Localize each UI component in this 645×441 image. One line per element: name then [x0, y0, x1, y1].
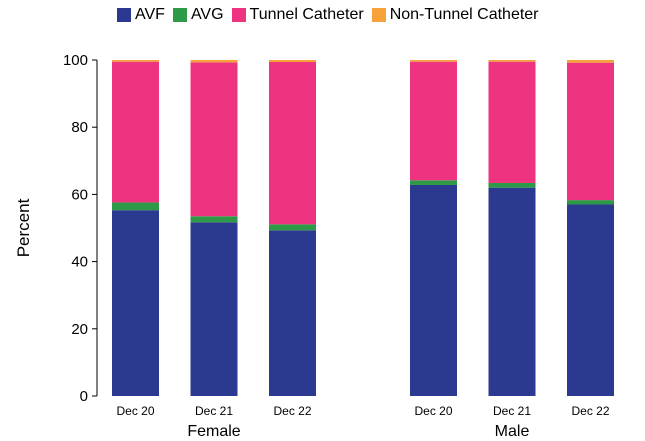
bar-segment — [567, 204, 614, 396]
group-label: Female — [187, 423, 240, 440]
legend-item: AVF — [117, 6, 165, 24]
y-tick-label: 100 — [63, 52, 88, 69]
legend-swatch — [231, 8, 246, 22]
x-tick-label: Dec 21 — [493, 404, 531, 418]
bar-segment — [269, 230, 316, 396]
group-label: Male — [495, 423, 530, 440]
bar-segment — [567, 60, 614, 63]
bar-segment — [410, 60, 457, 62]
x-tick-label: Dec 20 — [414, 404, 452, 418]
bar-segment — [190, 62, 238, 217]
legend-item: AVG — [172, 6, 224, 24]
bar-segment — [190, 216, 238, 223]
bar-segment — [488, 61, 536, 183]
bar-segment — [112, 210, 159, 396]
bar-segment — [112, 202, 159, 211]
legend-swatch — [117, 8, 131, 22]
y-tick-label: 20 — [71, 321, 88, 338]
bar-segment — [410, 184, 457, 396]
bar-segment — [488, 60, 536, 62]
bar-segment — [190, 222, 238, 396]
x-tick-label: Dec 22 — [273, 404, 311, 418]
legend-label: Non-Tunnel Catheter — [389, 6, 539, 23]
bar-segment — [269, 62, 316, 225]
legend-swatch — [172, 8, 187, 22]
x-tick-label: Dec 22 — [571, 404, 609, 418]
bar-segment — [488, 187, 536, 396]
bar-segment — [269, 60, 316, 63]
bar-segment — [112, 60, 159, 62]
bar-segment — [190, 60, 238, 63]
legend-label: AVG — [190, 6, 224, 23]
bar-segment — [269, 224, 316, 231]
legend-label: Tunnel Catheter — [249, 6, 364, 23]
x-tick-label: Dec 21 — [195, 404, 233, 418]
y-tick-label: 40 — [71, 254, 88, 271]
legend-item: Non-Tunnel Catheter — [371, 6, 539, 24]
legend-label: AVF — [135, 6, 165, 23]
y-axis-label: Percent — [14, 198, 33, 257]
legend-item: Tunnel Catheter — [231, 6, 364, 24]
y-tick-label: 80 — [71, 119, 88, 136]
bar-segment — [567, 62, 614, 201]
x-tick-label: Dec 20 — [116, 404, 154, 418]
bar-segment — [410, 180, 457, 185]
bar-segment — [567, 200, 614, 205]
y-tick-label: 60 — [71, 186, 88, 203]
legend: AVF AVG Tunnel Catheter Non-Tunnel Catheter — [117, 6, 547, 24]
bar-segment — [112, 61, 159, 203]
legend-swatch — [371, 8, 386, 22]
y-tick-label: 0 — [80, 388, 88, 405]
bar-segment — [410, 61, 457, 181]
bar-segment — [488, 182, 536, 188]
